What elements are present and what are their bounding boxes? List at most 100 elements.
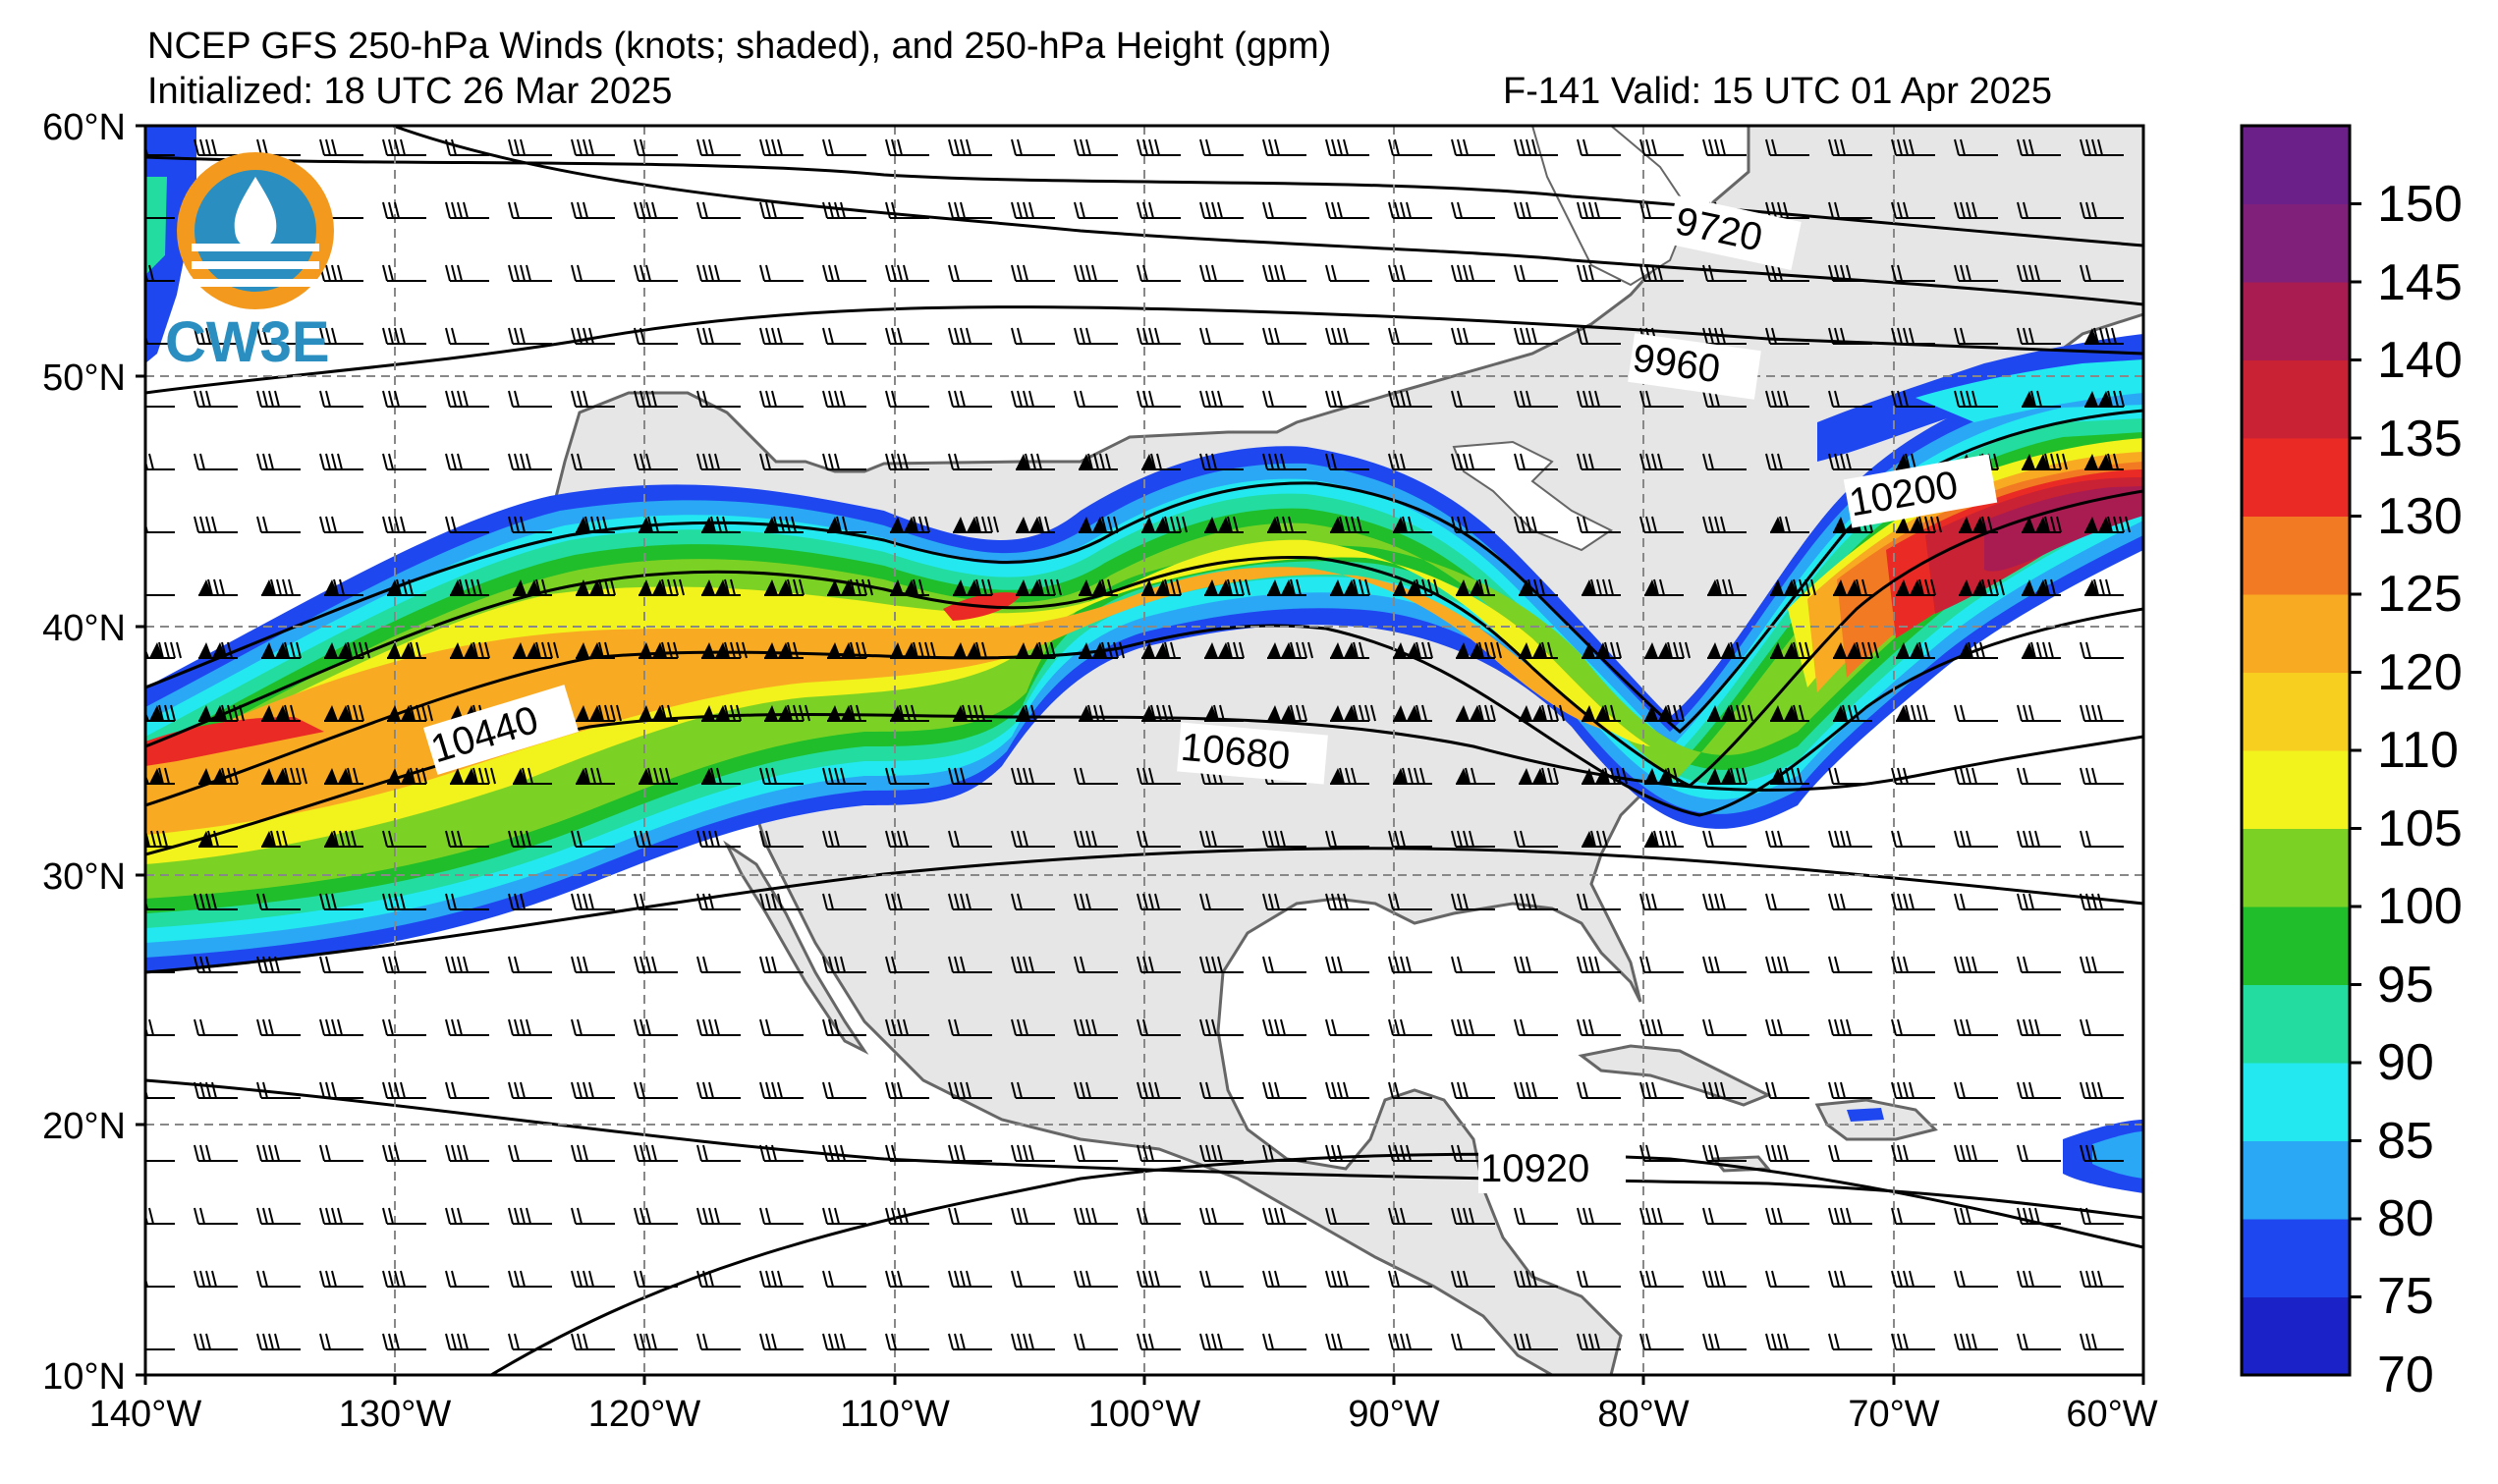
wind-barb bbox=[194, 390, 238, 408]
wind-barb bbox=[1828, 1144, 1872, 1162]
wind-barb bbox=[1388, 1081, 1432, 1099]
wind-barb bbox=[1011, 390, 1055, 408]
wind-barb bbox=[1514, 1270, 1558, 1288]
wind-barb bbox=[827, 704, 866, 722]
wind-barb bbox=[1644, 578, 1684, 596]
wind-barb bbox=[1765, 830, 1809, 848]
lon-label: 90°W bbox=[1348, 1394, 1439, 1435]
wind-barb bbox=[508, 1270, 552, 1288]
wind-barb bbox=[1577, 264, 1621, 282]
wind-barb bbox=[256, 1081, 301, 1099]
wind-barb bbox=[261, 704, 301, 722]
wind-barb bbox=[827, 578, 873, 596]
wind-barb bbox=[1959, 578, 2005, 596]
wind-barb bbox=[2080, 1207, 2124, 1225]
wind-barb bbox=[1577, 516, 1621, 533]
wind-barb bbox=[1393, 704, 1432, 722]
lon-label: 70°W bbox=[1848, 1394, 1939, 1435]
wind-barb bbox=[571, 1144, 615, 1162]
wind-barb bbox=[145, 1348, 175, 1350]
wind-barb bbox=[2080, 1081, 2124, 1099]
colorbar-tick: 150 bbox=[2377, 176, 2463, 233]
wind-barb bbox=[1388, 138, 1432, 156]
wind-barb bbox=[759, 390, 804, 408]
wind-barb bbox=[1325, 1081, 1369, 1099]
wind-barb bbox=[701, 578, 741, 596]
wind-barb bbox=[1016, 578, 1062, 596]
wind-barb bbox=[1199, 1144, 1244, 1162]
wind-barb bbox=[1137, 1207, 1181, 1225]
wind-barb bbox=[445, 893, 489, 910]
wind-barb bbox=[1079, 453, 1118, 470]
colorbar-swatch bbox=[2242, 1296, 2350, 1376]
wind-barb bbox=[822, 264, 866, 282]
contour-label: 10920 bbox=[1480, 1147, 1589, 1190]
wind-barb bbox=[1451, 956, 1495, 973]
wind-barb bbox=[319, 327, 363, 345]
wind-barb bbox=[194, 516, 238, 533]
wind-barb bbox=[885, 1333, 929, 1350]
wind-barb bbox=[571, 390, 615, 408]
height-contours bbox=[145, 126, 2143, 1375]
wind-barb bbox=[450, 641, 490, 659]
wind-barb bbox=[759, 956, 804, 973]
wind-barb bbox=[1325, 264, 1369, 282]
wind-barb bbox=[1137, 1018, 1181, 1036]
wind-barb bbox=[1011, 956, 1055, 973]
wind-barb bbox=[1011, 893, 1055, 910]
colorbar-tick: 100 bbox=[2377, 878, 2463, 935]
wind-barb bbox=[2080, 641, 2124, 659]
wind-barb bbox=[696, 327, 741, 345]
wind-barb bbox=[638, 516, 678, 533]
wind-barb bbox=[638, 704, 678, 722]
wind-barb bbox=[953, 578, 993, 596]
wind-barb bbox=[1954, 1207, 1998, 1225]
wind-barb bbox=[445, 1270, 489, 1288]
wind-barb bbox=[634, 1081, 678, 1099]
wind-barb bbox=[2080, 767, 2124, 785]
colorbar-tick: 140 bbox=[2377, 332, 2463, 389]
wind-barb bbox=[194, 1018, 238, 1036]
wind-barb bbox=[382, 138, 426, 156]
wind-barb bbox=[1325, 390, 1369, 408]
wind-barb bbox=[1954, 1081, 1998, 1099]
wind-barb bbox=[319, 1270, 363, 1288]
wind-barb bbox=[1199, 390, 1244, 408]
wind-barb bbox=[571, 1081, 615, 1099]
wind-barb bbox=[382, 327, 426, 345]
wind-barb bbox=[1896, 704, 1935, 722]
wind-barb bbox=[634, 1333, 678, 1350]
wind-barb bbox=[1079, 704, 1118, 722]
wind-barb bbox=[953, 704, 992, 722]
wind-barb bbox=[1702, 264, 1747, 282]
wind-barb bbox=[1896, 516, 1942, 533]
wind-barb bbox=[508, 453, 552, 470]
wind-barb bbox=[759, 327, 804, 345]
wind-barb bbox=[822, 1333, 866, 1350]
wind-barb bbox=[1639, 138, 1684, 156]
logo-text: CW3E bbox=[165, 310, 330, 374]
wind-barb bbox=[145, 1160, 175, 1162]
colorbar-tick: 105 bbox=[2377, 800, 2463, 857]
wind-barb bbox=[885, 453, 929, 470]
wind-barb bbox=[256, 453, 301, 470]
wind-barb bbox=[1954, 1333, 1998, 1350]
wind-barb bbox=[2017, 704, 2061, 722]
lon-label: 80°W bbox=[1597, 1394, 1689, 1435]
wind-barb bbox=[576, 767, 615, 785]
wind-barb bbox=[1074, 1270, 1118, 1288]
wind-barb bbox=[508, 201, 552, 219]
wind-barb bbox=[1765, 1270, 1809, 1288]
wind-barb bbox=[1456, 578, 1495, 596]
wind-barb bbox=[1644, 830, 1684, 848]
wind-barb bbox=[1519, 767, 1559, 785]
wind-barb bbox=[1707, 641, 1747, 659]
colorbar-swatches bbox=[2242, 126, 2361, 1376]
wind-barb bbox=[1765, 1144, 1809, 1162]
colorbar-swatch bbox=[2242, 907, 2350, 985]
wind-barb bbox=[2022, 578, 2061, 596]
wind-barb bbox=[696, 1207, 741, 1225]
wind-barb bbox=[1388, 893, 1432, 910]
wind-barb bbox=[701, 704, 742, 722]
wind-barb bbox=[1325, 1207, 1369, 1225]
